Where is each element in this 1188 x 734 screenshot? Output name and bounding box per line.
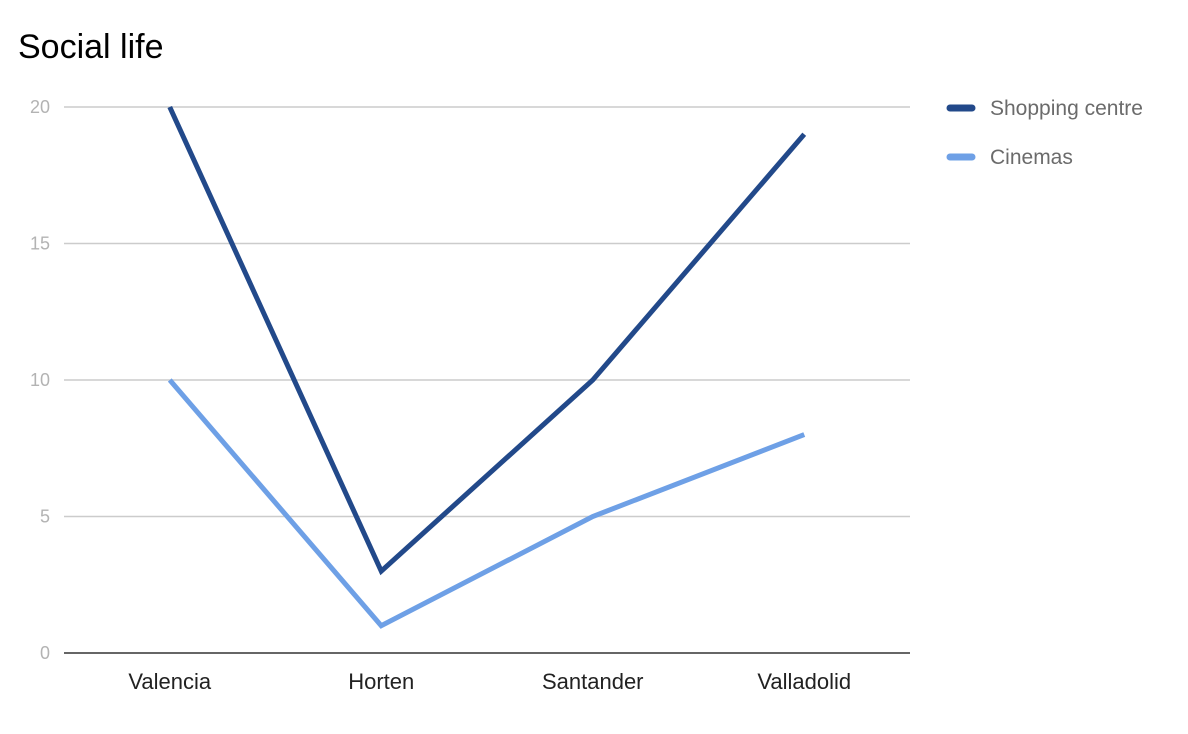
x-tick-label: Valladolid bbox=[757, 669, 851, 694]
legend: Shopping centre Cinemas bbox=[946, 97, 1143, 169]
y-tick-label: 20 bbox=[30, 97, 50, 117]
y-tick-label: 15 bbox=[30, 234, 50, 254]
gridlines bbox=[64, 106, 910, 654]
chart-title: Social life bbox=[18, 28, 164, 66]
series-line-0 bbox=[167, 105, 807, 576]
x-axis-ticks: Valencia Horten Santander Valladolid bbox=[128, 669, 851, 694]
y-tick-label: 0 bbox=[40, 643, 50, 663]
y-tick-label: 10 bbox=[30, 370, 50, 390]
x-tick-label: Santander bbox=[542, 669, 644, 694]
x-tick-label: Horten bbox=[348, 669, 414, 694]
y-tick-label: 5 bbox=[40, 507, 50, 527]
y-axis-ticks: 0 5 10 15 20 bbox=[30, 97, 50, 663]
series-line-1 bbox=[167, 378, 806, 629]
x-tick-label: Valencia bbox=[128, 669, 212, 694]
series-lines bbox=[167, 105, 807, 629]
legend-label: Shopping centre bbox=[990, 97, 1143, 120]
legend-label: Cinemas bbox=[990, 146, 1073, 169]
